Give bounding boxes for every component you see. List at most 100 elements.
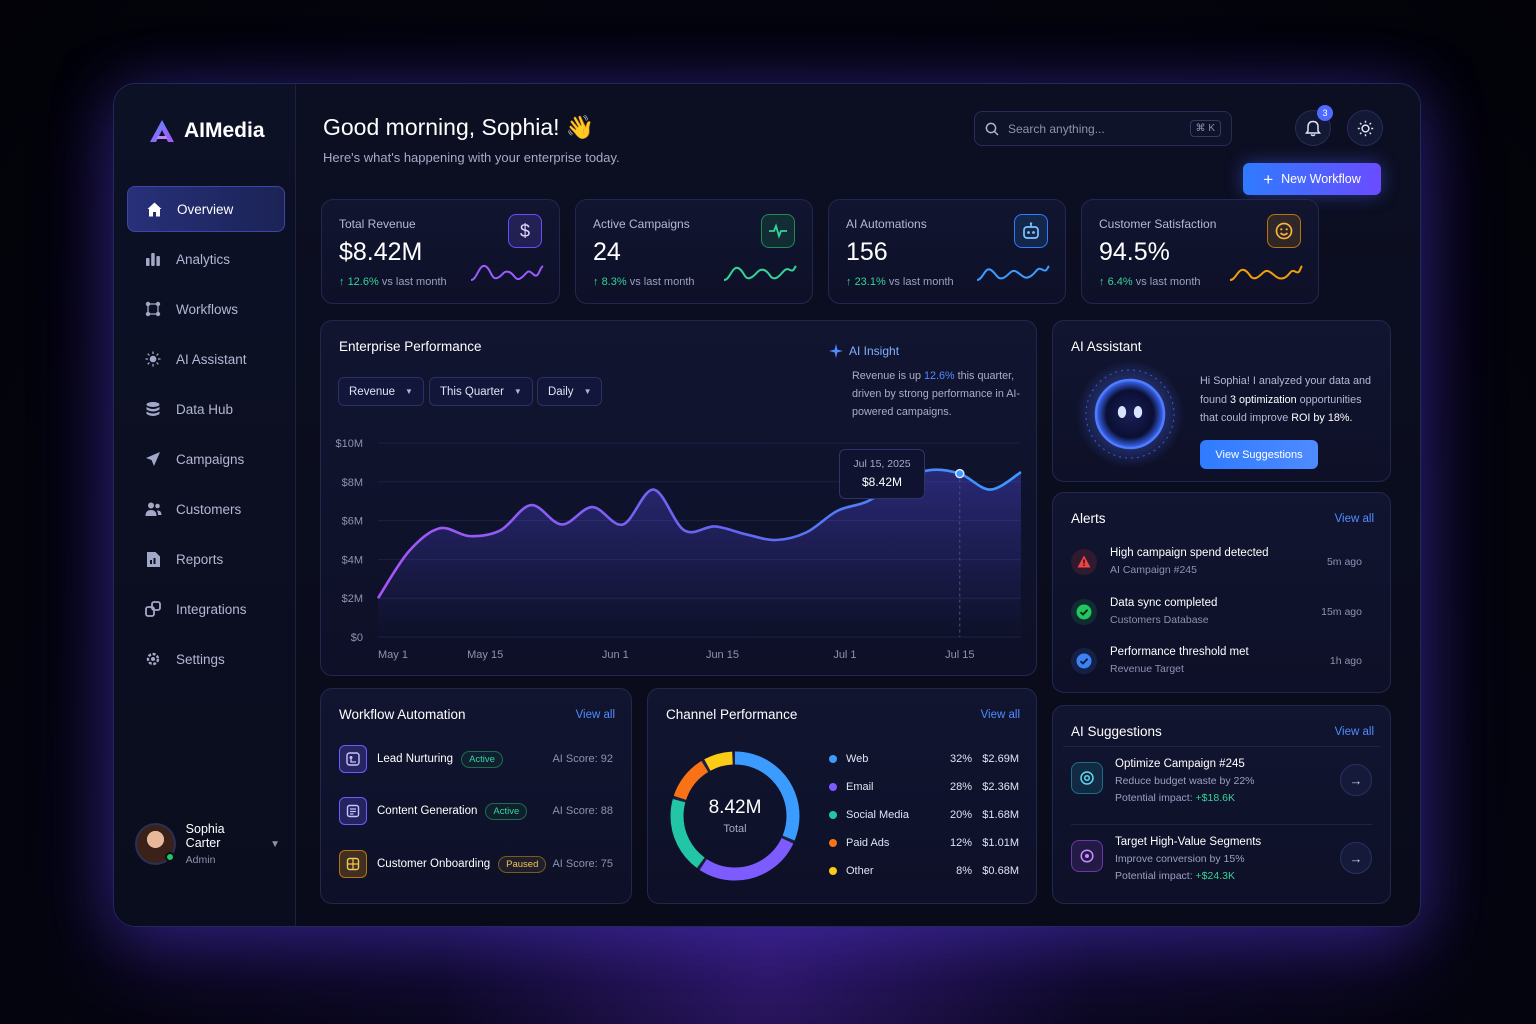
chart-point	[438, 527, 440, 529]
donut-slice-email[interactable]	[670, 751, 800, 881]
theme-toggle-button[interactable]	[1347, 110, 1383, 146]
view-suggestions-button[interactable]: View Suggestions	[1200, 440, 1318, 469]
new-workflow-button[interactable]: + New Workflow	[1243, 163, 1381, 195]
channel-performance-card: Channel Performance View all 8.42M Total…	[647, 688, 1037, 904]
x-tick-label: Jun 15	[706, 649, 739, 661]
channel-row[interactable]: Paid Ads 12% $1.01M	[829, 837, 1019, 849]
workflow-item[interactable]: Lead Nurturing Active AI Score: 92	[339, 745, 613, 773]
divider	[1071, 824, 1372, 825]
card-title: AI Assistant	[1071, 339, 1142, 354]
metric-dropdown[interactable]: Revenue ▼	[338, 377, 424, 406]
check-badge-icon	[1071, 647, 1097, 674]
tooltip-value: $8.42M	[861, 475, 903, 489]
search-icon	[985, 122, 999, 136]
sidebar-item-label: Reports	[176, 551, 224, 567]
sidebar-item-data-hub[interactable]: Data Hub	[127, 386, 285, 432]
workflow-icon	[144, 300, 162, 318]
workflow-item[interactable]: Customer Onboarding Paused AI Score: 75	[339, 850, 613, 878]
chart-point	[744, 533, 746, 535]
channel-row[interactable]: Email 28% $2.36M	[829, 781, 1019, 793]
donut-slice-web[interactable]	[670, 751, 800, 881]
kpi-label: AI Automations	[846, 217, 927, 231]
sidebar-item-label: Overview	[177, 201, 234, 217]
kpi-delta: ↑ 12.6% vs last month	[339, 276, 447, 288]
suggestions-view-all-link[interactable]: View all	[1334, 726, 1374, 738]
donut-center: 8.42M Total	[665, 746, 805, 886]
suggestion-item[interactable]: Optimize Campaign #245 Reduce budget was…	[1071, 758, 1372, 804]
donut-total-value: 8.42M	[708, 797, 762, 818]
kpi-label: Total Revenue	[339, 217, 416, 231]
channel-donut-chart[interactable]	[665, 746, 805, 886]
chevron-down-icon: ▼	[405, 387, 413, 396]
search-bar[interactable]: ⌘ K	[974, 111, 1232, 146]
kpi-card-ai-automations[interactable]: AI Automations 156 ↑ 23.1% vs last month	[828, 199, 1066, 304]
search-input[interactable]	[1008, 121, 1178, 136]
kpi-card-customer-satisfaction[interactable]: Customer Satisfaction 94.5% ↑ 6.4% vs la…	[1081, 199, 1319, 304]
enterprise-performance-card: Enterprise Performance Revenue ▼ This Qua…	[320, 320, 1037, 676]
chart-point	[622, 523, 624, 525]
arrow-right-icon[interactable]: →	[1340, 764, 1372, 796]
ai-score: AI Score: 92	[552, 753, 613, 765]
ai-suggestions-card: AI Suggestions View all Optimize Campaig…	[1052, 705, 1391, 904]
chart-point	[683, 529, 685, 531]
channel-row[interactable]: Social Media 20% $1.68M	[829, 809, 1019, 821]
logo[interactable]: AIMedia	[148, 118, 265, 144]
kpi-card-total-revenue[interactable]: Total Revenue $8.42M ↑ 12.6% vs last mon…	[321, 199, 560, 304]
ai-score: AI Score: 88	[552, 805, 613, 817]
x-tick-label: May 15	[467, 649, 503, 661]
suggestion-title: Optimize Campaign #245	[1115, 758, 1245, 770]
avatar	[135, 823, 176, 865]
alerts-view-all-link[interactable]: View all	[1334, 513, 1374, 525]
channel-row[interactable]: Other 8% $0.68M	[829, 865, 1019, 877]
chart-point	[591, 506, 593, 508]
sidebar-item-reports[interactable]: Reports	[127, 536, 285, 582]
sidebar-item-customers[interactable]: Customers	[127, 486, 285, 532]
workflow-view-all-link[interactable]: View all	[575, 709, 615, 721]
y-tick-label: $10M	[335, 438, 363, 450]
app-window: AIMedia Overview Analytics Workflows	[113, 83, 1421, 927]
period-dropdown[interactable]: This Quarter ▼	[429, 377, 533, 406]
page-subtitle: Here's what's happening with your enterp…	[323, 150, 620, 165]
sidebar-item-ai-assistant[interactable]: AI Assistant	[127, 336, 285, 382]
sidebar-item-analytics[interactable]: Analytics	[127, 236, 285, 282]
chevron-down-icon[interactable]: ▼	[270, 838, 280, 850]
arrow-right-icon[interactable]: →	[1340, 842, 1372, 874]
suggestion-item[interactable]: Target High-Value Segments Improve conve…	[1071, 836, 1372, 882]
bar-chart-icon	[144, 250, 162, 268]
sidebar-item-integrations[interactable]: Integrations	[127, 586, 285, 632]
x-tick-label: May 1	[378, 649, 408, 661]
chart-point	[959, 472, 961, 474]
sidebar-item-campaigns[interactable]: Campaigns	[127, 436, 285, 482]
alert-time: 15m ago	[1321, 605, 1362, 618]
workflow-name: Customer Onboarding	[377, 858, 491, 870]
channel-row[interactable]: Web 32% $2.69M	[829, 753, 1019, 765]
card-title: Alerts	[1071, 511, 1106, 526]
kpi-value: 156	[846, 238, 888, 266]
channels-view-all-link[interactable]: View all	[980, 709, 1020, 721]
kpi-sparkline	[976, 265, 1050, 281]
granularity-dropdown[interactable]: Daily ▼	[537, 377, 603, 406]
sun-icon	[1357, 120, 1373, 136]
alert-item[interactable]: Data sync completed Customers Database 15…	[1071, 597, 1362, 626]
sidebar-item-workflows[interactable]: Workflows	[127, 286, 285, 332]
x-tick-label: Jul 1	[833, 649, 856, 661]
suggestion-subtitle: Improve conversion by 15%	[1115, 853, 1245, 865]
workflow-item[interactable]: Content Generation Active AI Score: 88	[339, 797, 613, 825]
card-title: AI Suggestions	[1071, 724, 1162, 739]
smile-icon	[1267, 214, 1301, 248]
alert-item[interactable]: Performance threshold met Revenue Target …	[1071, 646, 1362, 675]
donut-slice-social-media[interactable]	[670, 751, 800, 881]
dollar-icon: $	[508, 214, 542, 248]
alert-item[interactable]: High campaign spend detected AI Campaign …	[1071, 547, 1362, 576]
user-profile[interactable]: Sophia Carter Admin ▼	[135, 822, 280, 866]
sidebar-item-overview[interactable]: Overview	[127, 186, 285, 232]
kpi-card-active-campaigns[interactable]: Active Campaigns 24 ↑ 8.3% vs last month	[575, 199, 813, 304]
chart-point	[867, 500, 869, 502]
new-workflow-label: New Workflow	[1281, 172, 1361, 186]
chart-point	[469, 535, 471, 537]
chart-point	[652, 488, 654, 490]
users-icon	[144, 500, 162, 518]
sidebar-item-settings[interactable]: Settings	[127, 636, 285, 682]
kpi-sparkline	[470, 264, 544, 281]
notifications-button[interactable]: 3	[1295, 105, 1333, 146]
